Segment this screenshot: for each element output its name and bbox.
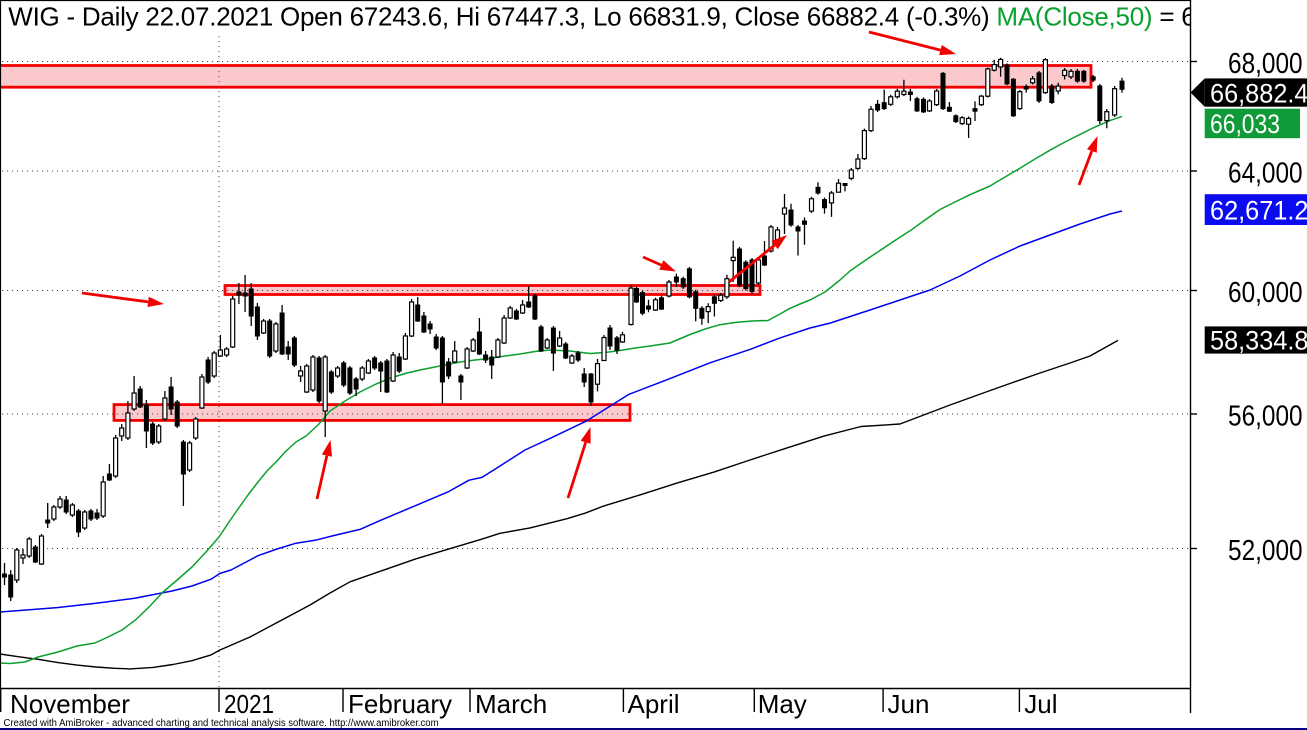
svg-text:66,033: 66,033 [1210, 109, 1280, 139]
svg-text:66,882.4: 66,882.4 [1210, 78, 1307, 108]
svg-text:62,671.2: 62,671.2 [1210, 195, 1307, 225]
svg-text:64,000: 64,000 [1228, 158, 1303, 190]
svg-text:68,000: 68,000 [1228, 48, 1303, 80]
svg-text:March: March [475, 689, 547, 719]
svg-text:Jul: Jul [1024, 689, 1057, 719]
svg-text:56,000: 56,000 [1228, 401, 1303, 433]
svg-text:58,334.8: 58,334.8 [1210, 326, 1307, 356]
svg-text:February: February [348, 689, 452, 719]
svg-text:May: May [758, 689, 807, 719]
svg-text:Jun: Jun [888, 689, 930, 719]
svg-text:Created with AmiBroker - advan: Created with AmiBroker - advanced charti… [4, 718, 439, 729]
svg-text:November: November [10, 689, 130, 719]
svg-text:2021: 2021 [224, 689, 274, 719]
svg-text:52,000: 52,000 [1228, 535, 1303, 567]
svg-text:April: April [628, 689, 680, 719]
svg-text:WIG - Daily 22.07.2021 Open 67: WIG - Daily 22.07.2021 Open 67243.6, Hi … [8, 2, 1209, 32]
svg-text:60,000: 60,000 [1228, 277, 1303, 309]
